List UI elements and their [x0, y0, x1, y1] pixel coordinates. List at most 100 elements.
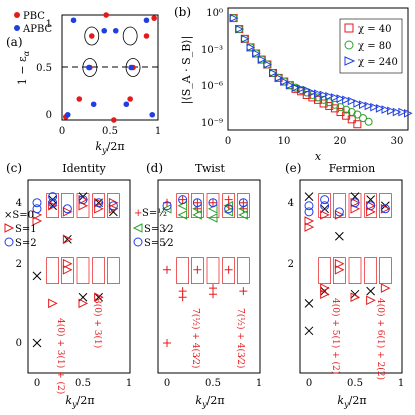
panel-b-xtick-10: 10	[278, 136, 291, 147]
panel-b-point-2-17	[325, 91, 334, 101]
panel-b-point-2-28	[387, 106, 396, 116]
panel-b-xtick-30: 30	[391, 136, 404, 147]
panel-a-label: (a)	[6, 35, 23, 49]
panel-d-point-0-12	[224, 265, 233, 274]
panel-a-xtick-1: 1	[155, 126, 161, 137]
panel-e-boxes	[318, 193, 392, 284]
panel-b-xlabel: x	[315, 150, 322, 163]
panel-e-annotation-1: 4(0) + 5(1) + (2)	[330, 298, 341, 374]
panel-c-point-0-1	[32, 271, 42, 281]
panel-a-point-0-3	[88, 33, 95, 39]
legend-chi240-label: χ = 240	[358, 57, 398, 68]
panel-e-box-high-1	[333, 193, 346, 218]
panel-a-point-1-2	[86, 64, 92, 71]
panel-b-ytick-9: 10⁻⁹	[201, 118, 223, 129]
panel-e-point-2-2	[320, 201, 330, 211]
legend-d-s12-marker: +	[134, 208, 142, 219]
panel-c-point-1-7	[62, 207, 73, 217]
panel-b-point-2-24	[364, 101, 374, 111]
panel-a: (a) 1 0.5 0 0 0.5 1 1 − εα ky/2π PBC APB…	[6, 11, 161, 155]
panel-b-point-2-29	[392, 107, 402, 117]
panel-b-point-2-16	[319, 90, 329, 100]
panel-a-point-1-8	[143, 17, 150, 24]
panel-d-point-0-14	[224, 195, 233, 204]
panel-c-xtick-0: 0	[34, 378, 40, 389]
panel-b-ytick-3: 10⁻³	[201, 45, 223, 56]
panel-d-point-2-0	[162, 201, 172, 211]
panel-c-point-2-6	[94, 198, 104, 208]
panel-d-point-0-1	[163, 265, 171, 274]
panel-a-point-0-9	[151, 15, 157, 21]
panel-d-point-0-10	[209, 290, 217, 299]
panel-d-point-2-2	[192, 198, 202, 208]
panel-b-point-2-12	[297, 84, 306, 94]
panel-d-marks	[161, 195, 248, 347]
panel-c-point-2-2	[48, 198, 58, 208]
legend-d-s12: S=½	[142, 208, 167, 219]
panel-b-xtick-0: 0	[225, 136, 231, 147]
legend-c-s0: ×S=0	[4, 210, 34, 221]
panel-b-point-2-8	[274, 73, 284, 83]
legend-chi40-marker	[344, 23, 354, 33]
panel-b-point-2-25	[370, 102, 379, 112]
panel-a-point-1-0	[64, 111, 71, 118]
panel-c-point-1-3	[48, 298, 58, 309]
panel-b: (b) 10⁰ 10⁻³ 10⁻⁶ 10⁻⁹ 0 10 20 30 x |⟨S_…	[174, 5, 413, 163]
panel-e-point-2-7	[380, 204, 390, 214]
panel-b-point-1-24	[364, 117, 373, 126]
panel-d-box-low-1	[191, 257, 204, 284]
panel-a-xtick-05: 0.5	[102, 126, 118, 137]
panel-d-point-0-5	[178, 195, 187, 204]
panel-c-point-2-5	[78, 195, 88, 205]
legend-d-s52-marker	[133, 237, 143, 247]
panel-b-point-2-19	[336, 94, 346, 103]
panel-a-point-0-1	[76, 96, 83, 102]
panel-d-point-1-6	[207, 213, 218, 223]
panel-a-point-1-5	[112, 27, 119, 34]
panel-b-point-2-1	[235, 24, 244, 34]
panel-a-circle-3	[122, 26, 138, 46]
panel-c-annotation-1: 3(0) + 3(1)	[92, 298, 103, 348]
panel-e-ytick-4: 4	[288, 198, 294, 209]
panel-a-point-0-6	[127, 96, 133, 102]
panel-b-point-2-18	[330, 93, 340, 102]
panel-e-ytick-2: 2	[288, 259, 294, 270]
panel-c-box-low-4	[107, 257, 120, 284]
panel-d-legend: + S=½ S=3⁄2 S=5⁄2	[132, 208, 174, 249]
panel-e-box-high-4	[379, 193, 392, 218]
panel-b-point-2-31	[404, 108, 413, 118]
panel-d-box-low-3	[222, 257, 235, 284]
panel-c-box-high-4	[107, 193, 120, 218]
panel-b-ylabel: |⟨S_A · S_B⟩|	[180, 36, 194, 105]
panel-c-point-1-10	[78, 298, 89, 309]
panel-b-point-2-9	[280, 77, 289, 86]
panel-c-box-high-3	[92, 193, 105, 218]
panel-d-point-1-8	[223, 200, 234, 211]
panel-a-point-1-9	[149, 111, 156, 118]
panel-b-point-0-17	[325, 101, 334, 110]
panel-d-annotation-1: 7(½) + 4(3⁄2)	[190, 308, 201, 368]
panel-c-box-low-2	[76, 257, 90, 284]
panel-a-ylabel: 1 − εα	[16, 50, 31, 85]
panel-e-box-high-2	[348, 193, 362, 218]
panel-d-box-low-2	[206, 257, 220, 284]
panel-b-point-2-14	[308, 88, 317, 97]
panel-c-boxes	[46, 193, 120, 284]
panel-d-xlabel: ky/2π	[195, 394, 224, 409]
panel-c-xlabel: ky/2π	[65, 394, 94, 409]
panel-e-box-high-0	[318, 193, 331, 218]
panel-e-title: Fermion	[329, 162, 375, 175]
panel-b-point-2-7	[269, 68, 278, 78]
panel-c-legend: ×S=0 S=1 S=2	[4, 210, 37, 249]
panel-a-ytick-1: 1	[46, 19, 52, 30]
panel-d-xtick-0: 0	[164, 378, 170, 389]
panel-b-point-2-0	[229, 13, 239, 23]
panel-d-point-0-15	[239, 287, 248, 296]
panel-e-point-1-0	[304, 222, 315, 232]
panel-d-point-2-5	[238, 198, 248, 208]
panel-b-point-0-16	[319, 99, 328, 108]
legend-chi80-marker	[344, 40, 354, 50]
panel-b-marks	[229, 13, 413, 129]
panel-c-point-0-4	[63, 234, 72, 244]
